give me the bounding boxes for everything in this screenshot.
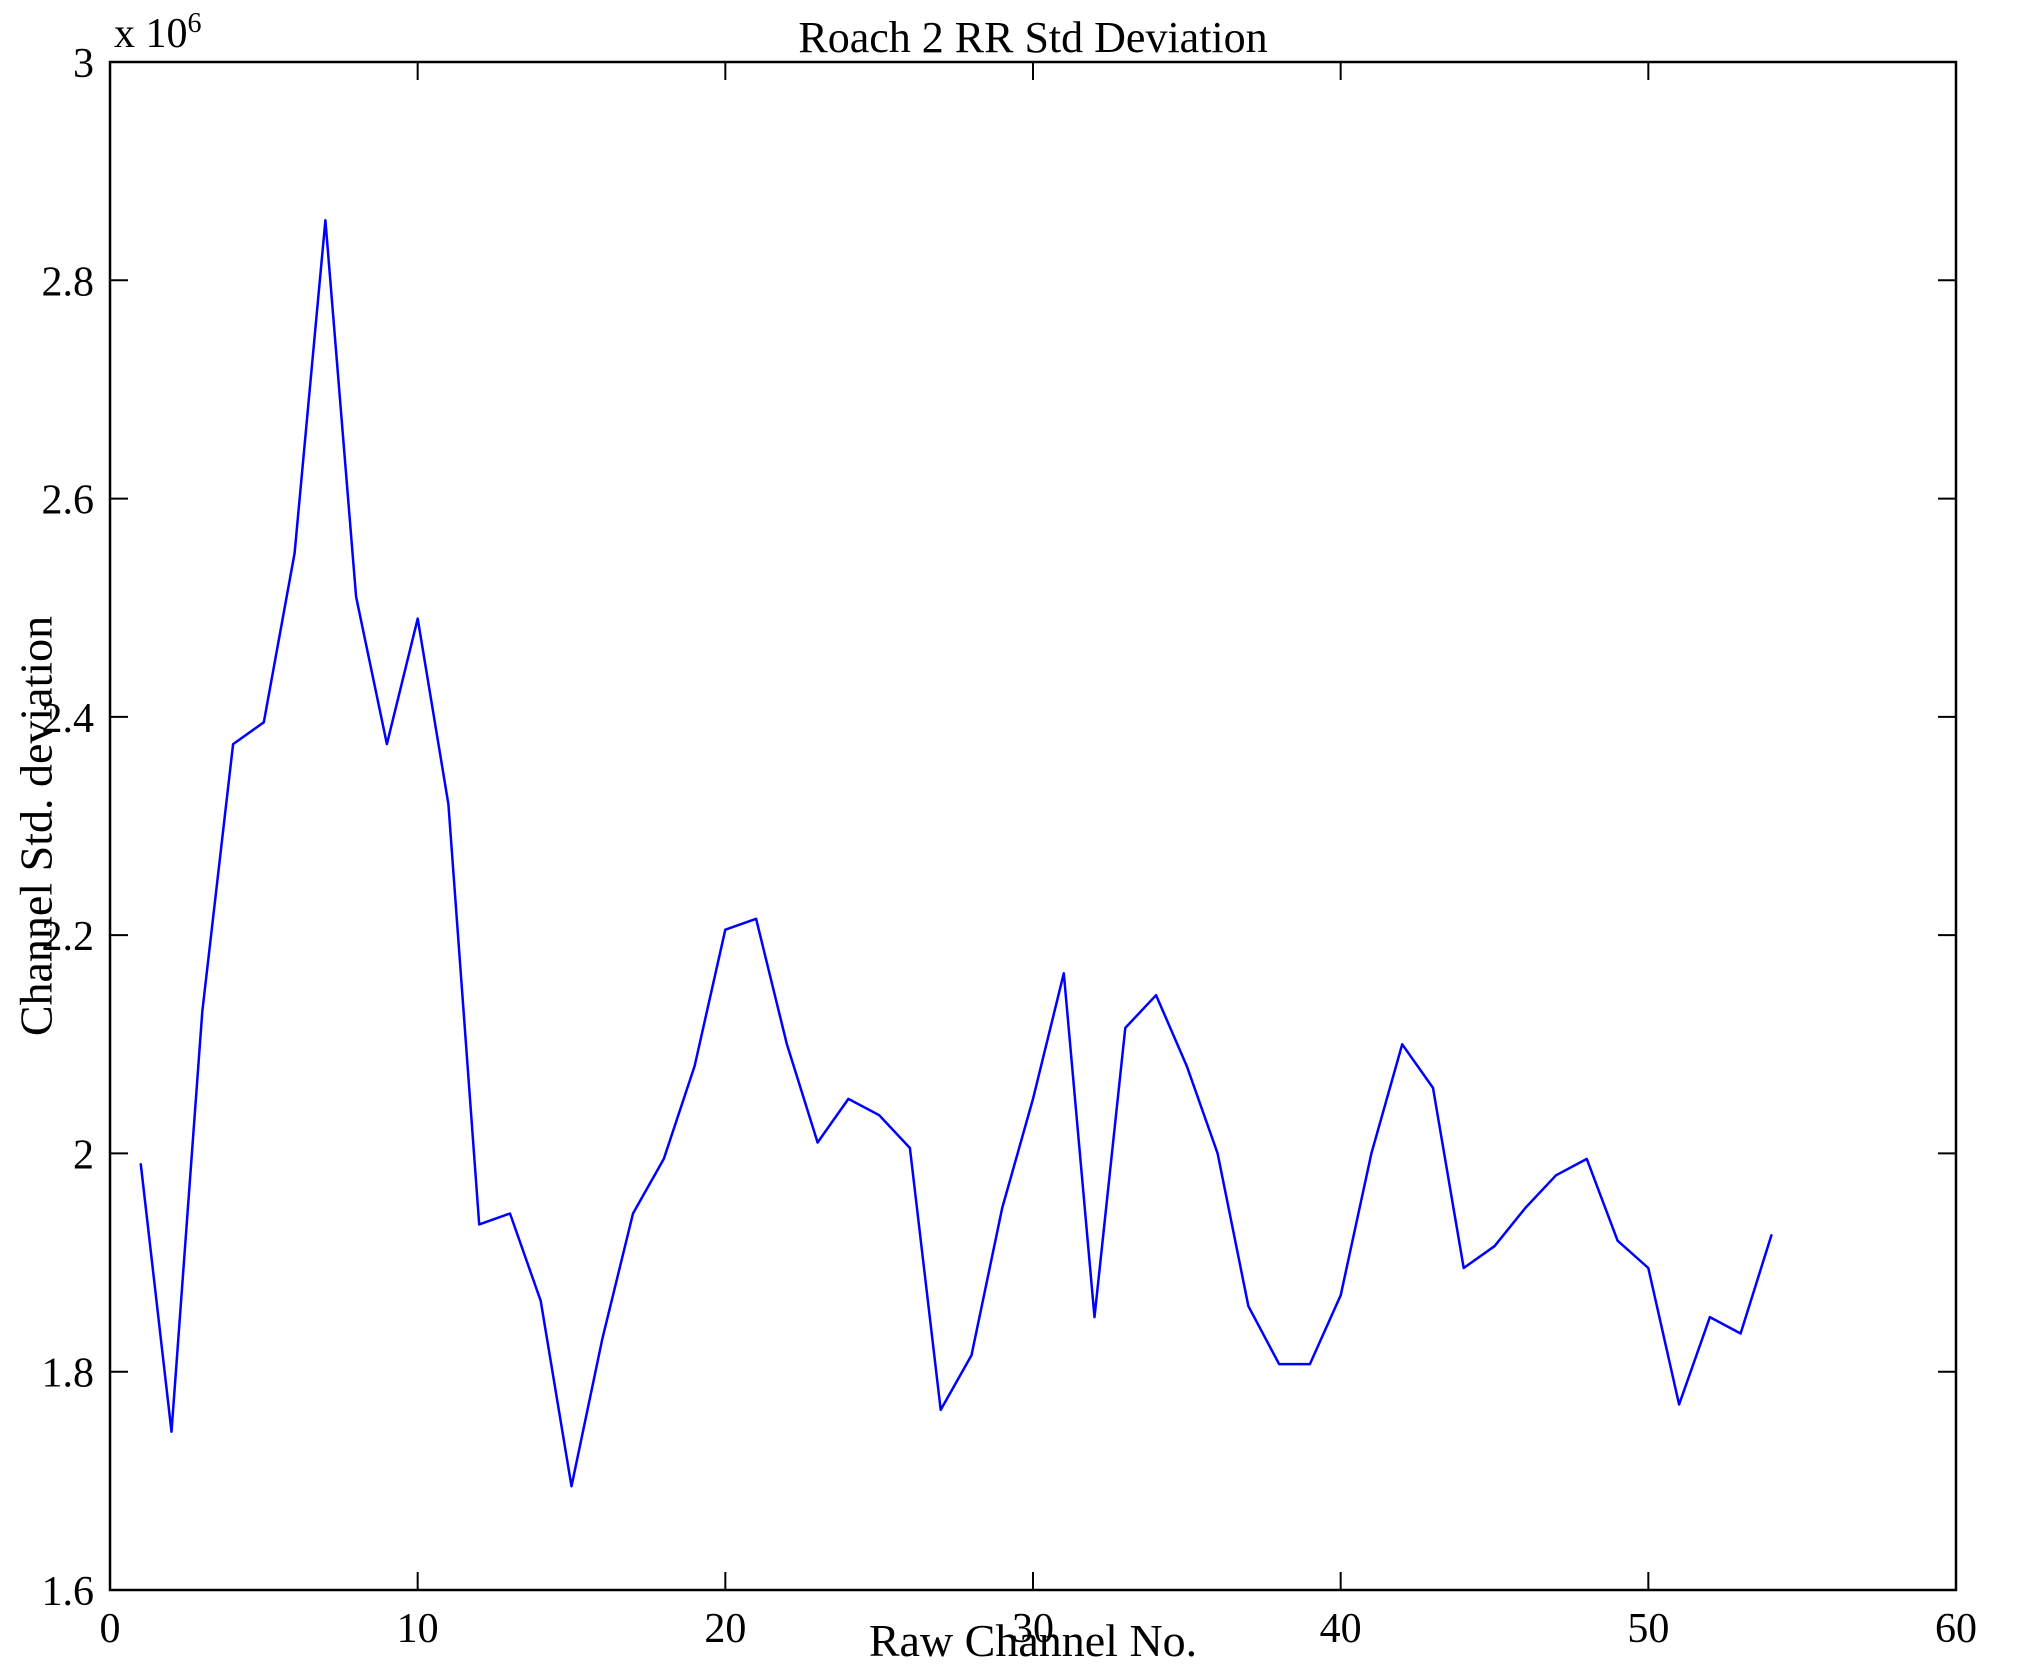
- chart-title: Roach 2 RR Std Deviation: [798, 13, 1268, 62]
- x-tick-label: 0: [100, 1606, 121, 1652]
- x-tick-label: 40: [1320, 1606, 1362, 1652]
- x-tick-label: 20: [704, 1606, 746, 1652]
- x-tick-label: 50: [1627, 1606, 1669, 1652]
- y-tick-label: 2.6: [42, 478, 95, 524]
- x-tick-label: 60: [1935, 1606, 1977, 1652]
- data-series-line: [139, 219, 1773, 1488]
- y-tick-label: 2: [73, 1132, 94, 1178]
- y-tick-label: 1.6: [42, 1569, 95, 1615]
- y-tick-label: 1.8: [42, 1351, 95, 1397]
- y-axis-multiplier: x 106: [114, 8, 202, 58]
- x-axis-label: Raw Channel No.: [868, 1615, 1198, 1666]
- y-tick-label: 2.8: [42, 259, 95, 305]
- y-axis-multiplier-exponent: 6: [187, 8, 202, 39]
- y-tick-label: 3: [73, 41, 94, 87]
- y-axis-label: Channel Std. deviation: [10, 615, 62, 1037]
- y-tick-label: 2.2: [42, 914, 95, 960]
- x-tick-label: 30: [1012, 1606, 1054, 1652]
- x-tick-label: 10: [397, 1606, 439, 1652]
- y-tick-label: 2.4: [42, 696, 95, 742]
- y-axis-multiplier-base: x 10: [114, 11, 188, 57]
- axes-box: [108, 60, 1958, 1592]
